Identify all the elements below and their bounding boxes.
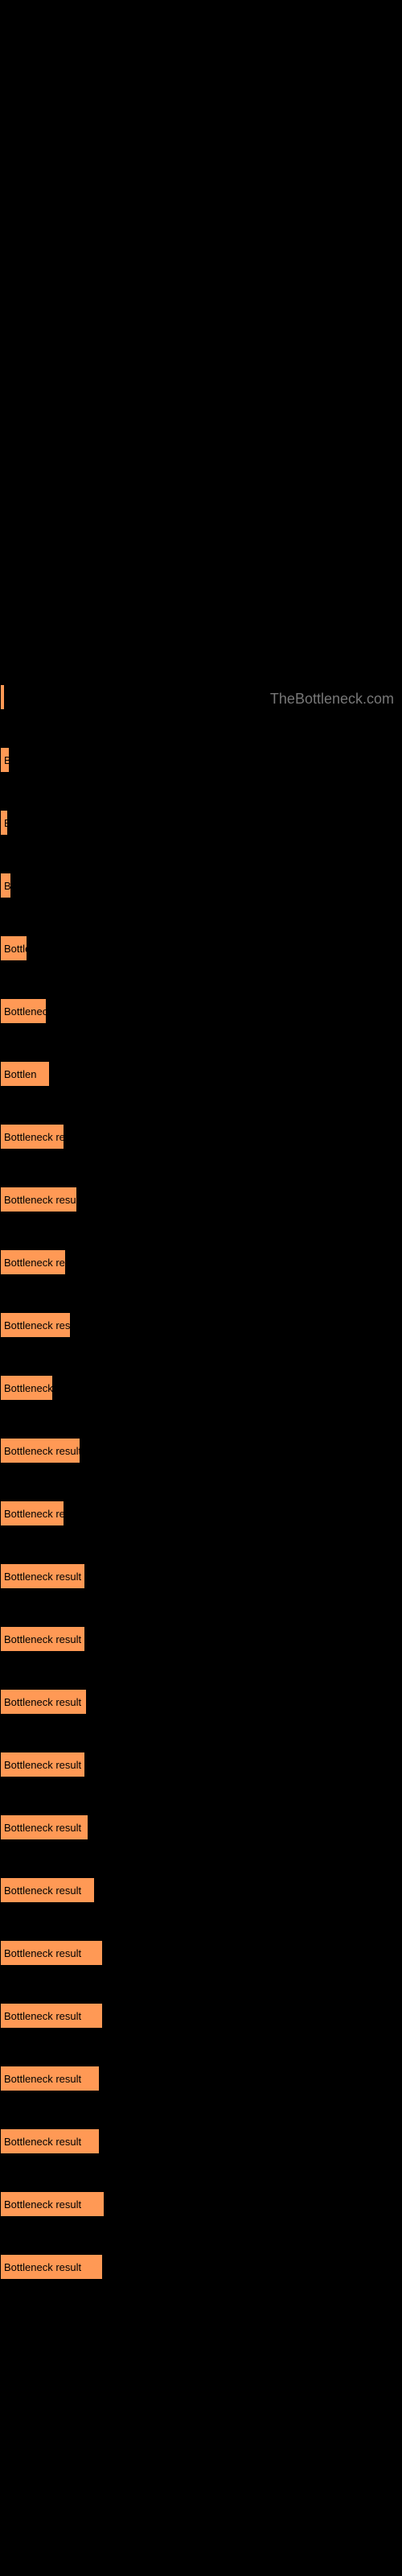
bar: Bottleneck resu <box>0 1187 77 1212</box>
bar: Bottleneck result <box>0 1814 88 1840</box>
bar-text: Bottlen <box>4 1068 36 1080</box>
bar-row: Bottleneck result <box>0 1752 402 1777</box>
bar-row: Bottleneck <box>0 1375 402 1401</box>
bar-row: Bottleneck result <box>0 1689 402 1715</box>
bar-text: Bottleneck re <box>4 1508 64 1520</box>
bar-text: Bottleneck result <box>4 2010 81 2022</box>
bar-row: Bottleneck result <box>0 1814 402 1840</box>
bar-row: Bottleneck result <box>0 1877 402 1903</box>
bar-row: Bottlen <box>0 1061 402 1087</box>
bar-row: Bottleneck result <box>0 1438 402 1463</box>
bar: Bottleneck result <box>0 2066 100 2091</box>
bar-row: Bottleneck result <box>0 2003 402 2029</box>
bar: Bottleneck result <box>0 1563 85 1589</box>
bar-text: Bottleneck result <box>4 2261 81 2273</box>
bar-row: Bottleneck result <box>0 1563 402 1589</box>
bar-row: Bottleneck result <box>0 1940 402 1966</box>
bar-chart: B B Bo Bottlen Bottleneck Bottlen Bottleneck r… <box>0 684 402 2280</box>
bar-text: Bottleneck result <box>4 1633 81 1645</box>
bar: Bo <box>0 873 11 898</box>
bar-row: B <box>0 810 402 836</box>
bar-text: B <box>4 817 8 829</box>
bar: Bottleneck result <box>0 2254 103 2280</box>
bar-row <box>0 684 402 710</box>
bar-text: Bottleneck result <box>4 2073 81 2085</box>
bar: B <box>0 747 10 773</box>
bar: Bottleneck re <box>0 1124 64 1150</box>
bar: Bottleneck result <box>0 2128 100 2154</box>
bar-row: Bottleneck result <box>0 2128 402 2154</box>
bar: Bottleneck result <box>0 1689 87 1715</box>
bar-row: Bottleneck resu <box>0 1187 402 1212</box>
bar: B <box>0 810 8 836</box>
bar-row: Bottleneck re <box>0 1501 402 1526</box>
bar-text: Bottleneck re <box>4 1257 65 1269</box>
bar-row: Bottleneck result <box>0 2066 402 2091</box>
bar-row: Bo <box>0 873 402 898</box>
bar-text: Bo <box>4 880 11 892</box>
bar-text: Bottleneck resu <box>4 1194 76 1206</box>
bar-text: Bottleneck re <box>4 1131 64 1143</box>
bar-text: Bottleneck result <box>4 1571 81 1583</box>
bar-text: B <box>4 754 10 766</box>
bar-text: Bottleneck result <box>4 1759 81 1771</box>
bar: Bottleneck result <box>0 2191 105 2217</box>
bar-text: Bottleneck result <box>4 1822 81 1834</box>
bar-text: Bottleneck result <box>4 2136 81 2148</box>
bar-row: Bottleneck result <box>0 2254 402 2280</box>
bar: Bottleneck result <box>0 2003 103 2029</box>
bar-row: Bottleneck result <box>0 1626 402 1652</box>
bar <box>0 684 5 710</box>
bar-row: Bottleneck result <box>0 2191 402 2217</box>
bar: Bottlen <box>0 935 27 961</box>
bar: Bottleneck result <box>0 1877 95 1903</box>
bar: Bottleneck result <box>0 1940 103 1966</box>
bar: Bottleneck res <box>0 1312 71 1338</box>
bar: Bottleneck result <box>0 1626 85 1652</box>
bar-text: Bottleneck <box>4 1005 47 1018</box>
bar: Bottleneck re <box>0 1501 64 1526</box>
bar-text: Bottleneck <box>4 1382 53 1394</box>
bar-text: Bottleneck result <box>4 2198 81 2211</box>
bar-row: Bottleneck <box>0 998 402 1024</box>
bar-text: Bottleneck result <box>4 1885 81 1897</box>
bar-row: Bottleneck re <box>0 1249 402 1275</box>
bar: Bottleneck result <box>0 1752 85 1777</box>
bar-row: B <box>0 747 402 773</box>
bar-row: Bottleneck re <box>0 1124 402 1150</box>
bar-text: Bottleneck result <box>4 1947 81 1959</box>
bar: Bottleneck result <box>0 1438 80 1463</box>
bar-row: Bottleneck res <box>0 1312 402 1338</box>
bar: Bottleneck <box>0 1375 53 1401</box>
bar-text: Bottlen <box>4 943 27 955</box>
bar: Bottleneck re <box>0 1249 66 1275</box>
bar-text: Bottleneck result <box>4 1445 80 1457</box>
bar: Bottleneck <box>0 998 47 1024</box>
bar-text: Bottleneck res <box>4 1319 70 1331</box>
bar-row: Bottlen <box>0 935 402 961</box>
bar: Bottlen <box>0 1061 50 1087</box>
bar-text: Bottleneck result <box>4 1696 81 1708</box>
